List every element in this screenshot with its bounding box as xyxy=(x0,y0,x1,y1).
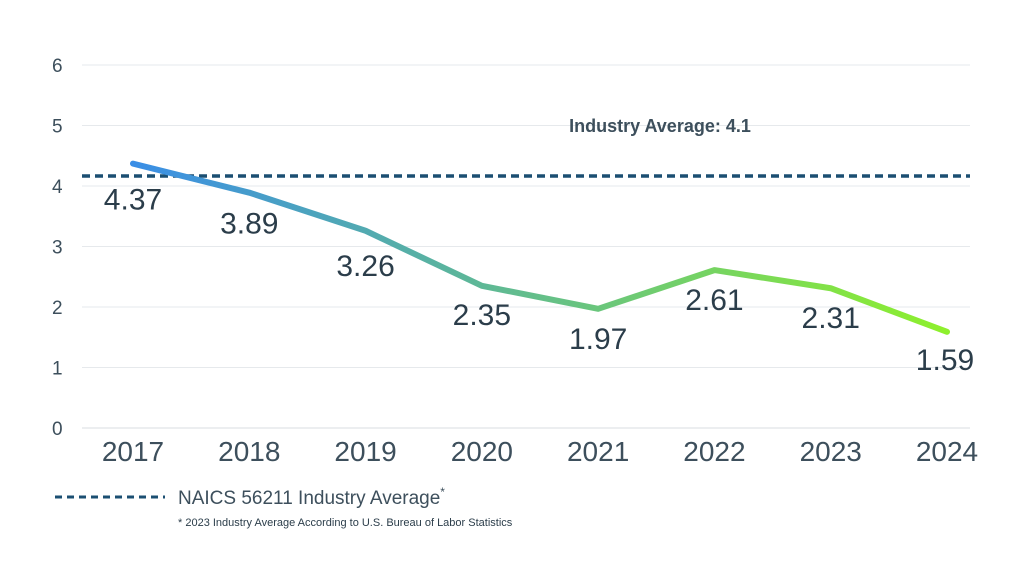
x-tick-label-2019: 2019 xyxy=(334,436,396,467)
legend-text: NAICS 56211 Industry Average* xyxy=(178,485,445,509)
data-label-2022: 2.61 xyxy=(685,284,743,317)
x-tick-label-2017: 2017 xyxy=(102,436,164,467)
data-label-2017: 4.37 xyxy=(104,184,162,217)
data-labels: 4.37 3.89 3.26 2.35 1.97 2.61 2.31 1.59 xyxy=(104,184,974,377)
y-tick-label-4: 4 xyxy=(52,177,63,198)
data-label-2020: 2.35 xyxy=(453,299,511,332)
legend-label: NAICS 56211 Industry Average xyxy=(178,488,440,509)
data-label-2018: 3.89 xyxy=(220,208,278,241)
y-tick-label-6: 6 xyxy=(52,56,63,77)
y-tick-label-0: 0 xyxy=(52,419,63,440)
y-tick-label-3: 3 xyxy=(52,238,63,259)
x-tick-label-2020: 2020 xyxy=(451,436,513,467)
data-label-2021: 1.97 xyxy=(569,323,627,356)
x-tick-label-2022: 2022 xyxy=(683,436,745,467)
data-label-2024: 1.59 xyxy=(916,344,974,377)
footnote: * 2023 Industry Average According to U.S… xyxy=(178,517,513,529)
reference-line-label: Industry Average: 4.1 xyxy=(569,116,751,136)
y-tick-label-5: 5 xyxy=(52,117,63,138)
x-tick-label-2024: 2024 xyxy=(916,436,978,467)
x-tick-label-2023: 2023 xyxy=(800,436,862,467)
y-axis-ticks: 0 1 2 3 4 5 6 xyxy=(52,56,63,440)
data-label-2019: 3.26 xyxy=(336,250,394,283)
y-tick-label-1: 1 xyxy=(52,359,63,380)
legend: NAICS 56211 Industry Average* xyxy=(55,485,445,509)
industry-average-reference: Industry Average: 4.1 xyxy=(82,116,970,178)
gridlines xyxy=(82,64,970,429)
x-axis-ticks: 2017 2018 2019 2020 2021 2022 2023 2024 xyxy=(102,436,978,467)
series-line-group xyxy=(130,160,950,335)
data-label-2023: 2.31 xyxy=(802,302,860,335)
x-tick-label-2021: 2021 xyxy=(567,436,629,467)
x-tick-label-2018: 2018 xyxy=(218,436,280,467)
legend-asterisk: * xyxy=(440,485,445,499)
series-line xyxy=(130,160,950,335)
y-tick-label-2: 2 xyxy=(52,298,63,319)
